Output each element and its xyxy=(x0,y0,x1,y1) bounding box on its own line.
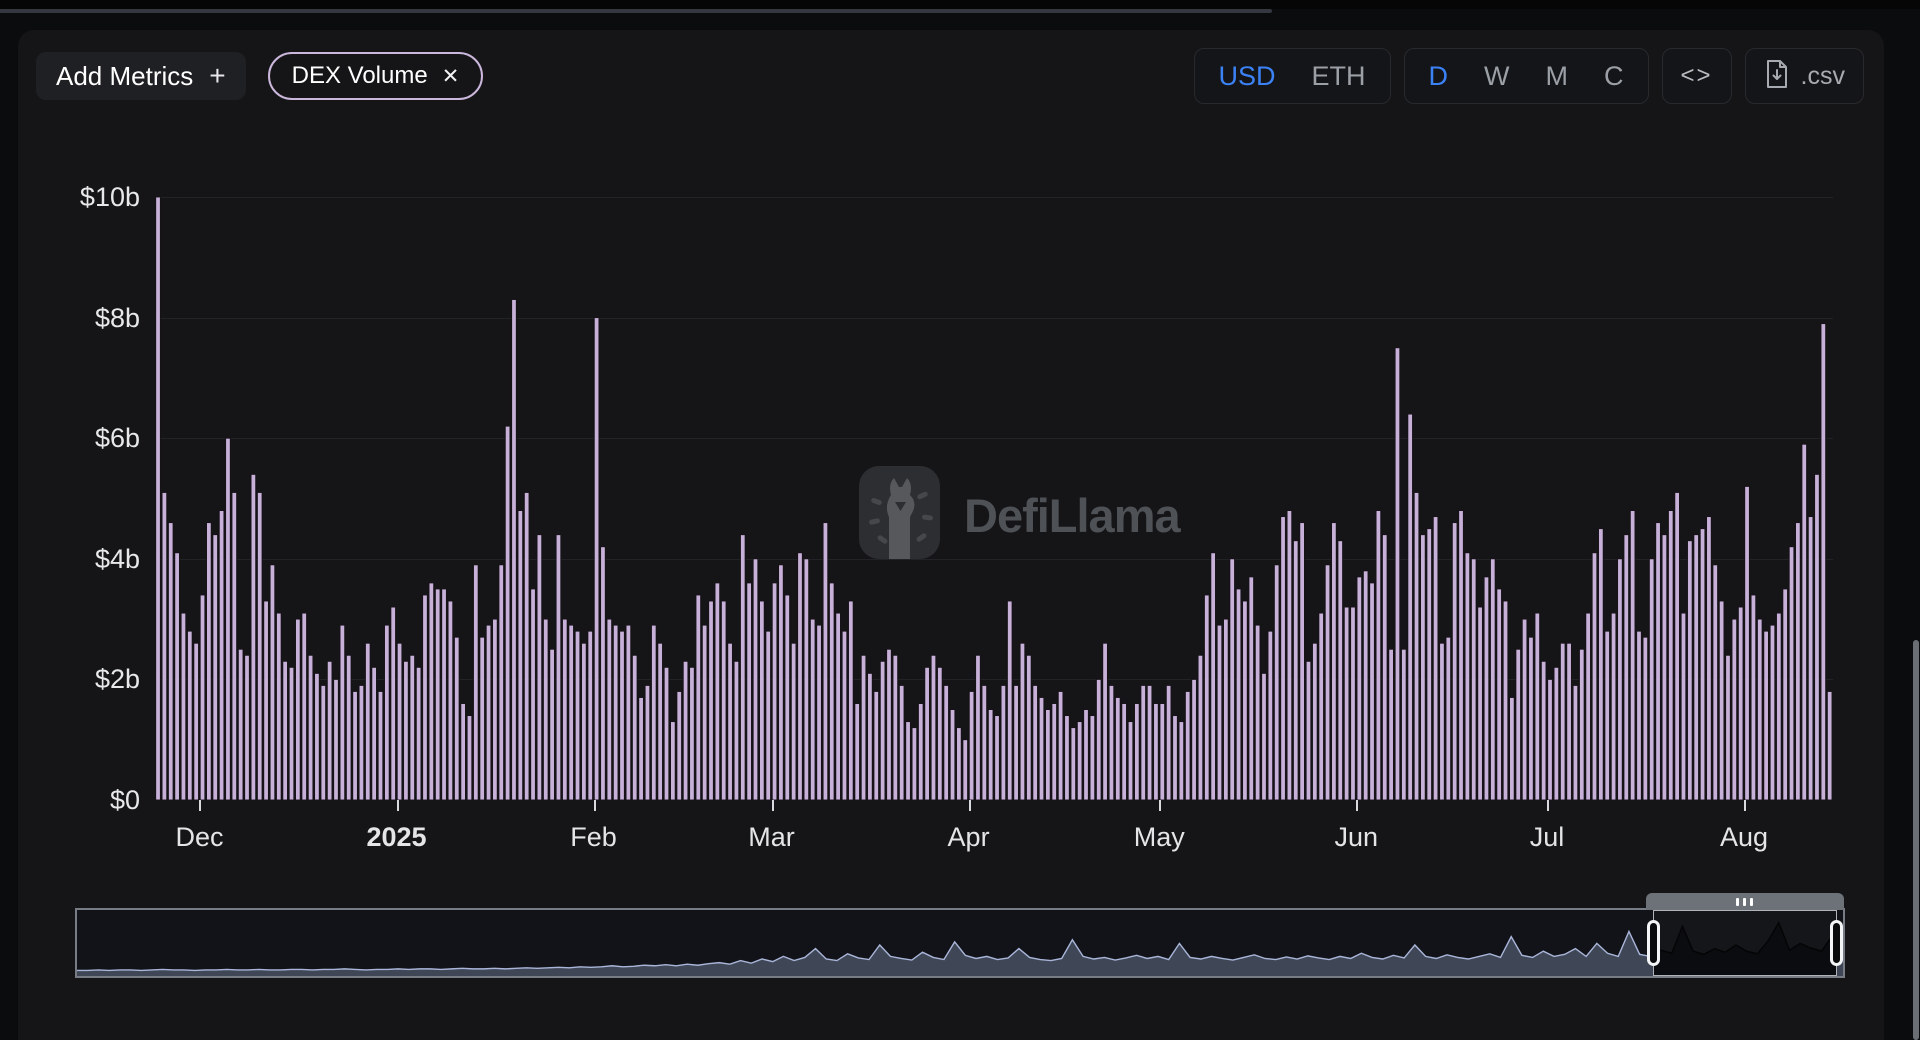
x-axis-tick xyxy=(199,800,202,811)
x-axis-label: May xyxy=(1133,822,1185,852)
x-axis-tick xyxy=(593,800,596,811)
metric-pill-dex-volume[interactable]: DEX Volume ✕ xyxy=(267,52,484,100)
x-axis-tick xyxy=(1356,800,1359,811)
x-axis-tick xyxy=(1159,800,1162,811)
download-file-icon xyxy=(1764,59,1790,94)
brush-selection-window[interactable] xyxy=(1653,910,1837,976)
x-axis-tick xyxy=(1546,800,1549,811)
chart-header: Add Metrics + DEX Volume ✕ USD ETH D W M… xyxy=(36,48,1864,104)
plus-icon: + xyxy=(209,60,226,91)
csv-label: .csv xyxy=(1800,61,1845,90)
close-icon[interactable]: ✕ xyxy=(441,64,460,88)
x-axis-label: Jul xyxy=(1529,822,1565,852)
y-axis-label: $8b xyxy=(94,302,140,333)
chart-panel xyxy=(18,30,1884,1040)
header-right-controls: USD ETH D W M C <> .csv xyxy=(1193,48,1864,104)
x-axis-tick xyxy=(968,800,971,811)
time-range-navigator[interactable] xyxy=(75,908,1845,978)
grip-icon xyxy=(1736,897,1740,906)
top-strip xyxy=(0,0,1920,9)
dex-volume-bar-series[interactable] xyxy=(155,197,1833,800)
currency-option-usd[interactable]: USD xyxy=(1218,60,1276,91)
gridline xyxy=(155,317,1833,319)
x-axis-tick xyxy=(396,800,399,811)
x-axis-label: Feb xyxy=(570,822,617,852)
gridline xyxy=(155,438,1833,440)
y-axis-label: $2b xyxy=(94,664,140,695)
x-axis-tick xyxy=(771,800,774,811)
vertical-scrollbar-thumb[interactable] xyxy=(1913,640,1919,1040)
x-axis-label: Aug xyxy=(1719,822,1769,852)
embed-button[interactable]: <> xyxy=(1661,48,1732,104)
interval-option-daily[interactable]: D xyxy=(1428,60,1449,91)
embed-code-icon: <> xyxy=(1680,62,1713,89)
brush-handle-right[interactable] xyxy=(1830,920,1844,966)
add-metrics-label: Add Metrics xyxy=(56,60,194,91)
interval-option-weekly[interactable]: W xyxy=(1484,60,1510,91)
download-csv-button[interactable]: .csv xyxy=(1744,48,1864,104)
y-axis-label: $10b xyxy=(79,182,140,212)
x-axis-label: 2025 xyxy=(366,822,427,852)
currency-toggle: USD ETH xyxy=(1193,48,1391,104)
currency-option-eth[interactable]: ETH xyxy=(1311,60,1366,91)
gridline xyxy=(155,558,1833,560)
add-metrics-button[interactable]: Add Metrics + xyxy=(36,52,246,100)
interval-option-monthly[interactable]: M xyxy=(1545,60,1569,91)
y-axis-label: $6b xyxy=(94,423,140,454)
metric-pill-label: DEX Volume xyxy=(291,62,428,89)
top-scroll-divider xyxy=(0,9,1272,13)
x-axis-label: Jun xyxy=(1334,822,1379,852)
x-axis-label: Apr xyxy=(947,822,990,852)
x-axis-label: Mar xyxy=(748,822,795,852)
y-axis-label: $0 xyxy=(109,785,140,815)
x-axis-tick xyxy=(1744,800,1746,811)
brush-drag-tab[interactable] xyxy=(1646,893,1844,910)
gridline xyxy=(155,197,1833,198)
interval-option-cumulative[interactable]: C xyxy=(1604,60,1624,91)
brush-handle-left[interactable] xyxy=(1646,920,1660,966)
gridline xyxy=(155,679,1833,681)
y-axis-label: $4b xyxy=(94,543,140,574)
x-axis-label: Dec xyxy=(175,822,224,852)
interval-toggle: D W M C xyxy=(1403,48,1649,104)
